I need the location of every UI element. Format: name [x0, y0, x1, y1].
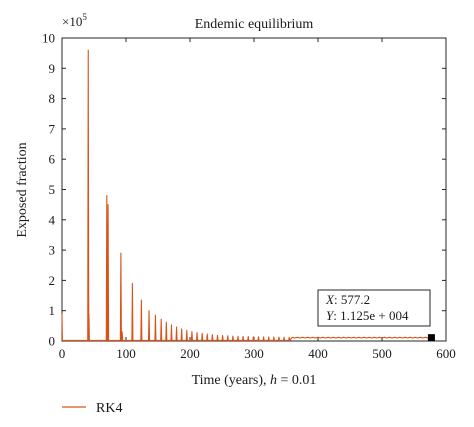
x-tick-label: 100	[116, 346, 136, 361]
y-tick-label: 8	[49, 91, 56, 106]
x-tick-label: 500	[372, 346, 392, 361]
series-layer	[61, 49, 434, 341]
x-tick-label: 400	[308, 346, 328, 361]
y-tick-label: 1	[49, 303, 56, 318]
legend-label-rk4: RK4	[96, 401, 122, 416]
y-tick-label: 7	[49, 121, 56, 136]
y-tick-label: 5	[49, 182, 56, 197]
series-line-rk4	[61, 49, 434, 341]
y-tick-label: 4	[49, 212, 56, 227]
legend: RK4	[62, 401, 122, 416]
y-axis-ticks: 0 1 2 3 4 5 6 7 8 9 10	[42, 31, 446, 349]
x-tick-label: 600	[436, 346, 456, 361]
datatip-y: Y: 1.125e + 004	[326, 308, 409, 323]
x-axis-ticks: 0 100 200 300 400 500 600	[59, 38, 456, 361]
x-tick-label: 300	[244, 346, 264, 361]
datatip-x: X: 577.2	[325, 292, 370, 307]
y-tick-label: 9	[49, 61, 56, 76]
y-tick-label: 0	[49, 334, 56, 349]
y-tick-label: 3	[49, 243, 56, 258]
y-tick-label: 6	[49, 152, 56, 167]
datatip-marker	[427, 334, 435, 342]
x-tick-label: 200	[180, 346, 200, 361]
y-tick-label: 2	[49, 273, 56, 288]
chart-title: Endemic equilibrium	[195, 17, 314, 32]
datatip[interactable]: X: 577.2 Y: 1.125e + 004	[317, 289, 435, 342]
y-exponent-label: ×105	[62, 12, 87, 29]
y-tick-label: 10	[42, 31, 55, 46]
x-axis-label: Time (years), h = 0.01	[192, 373, 317, 388]
datatip-box	[317, 289, 431, 327]
x-tick-label: 0	[59, 346, 66, 361]
y-axis-label: Exposed fraction	[15, 142, 30, 237]
